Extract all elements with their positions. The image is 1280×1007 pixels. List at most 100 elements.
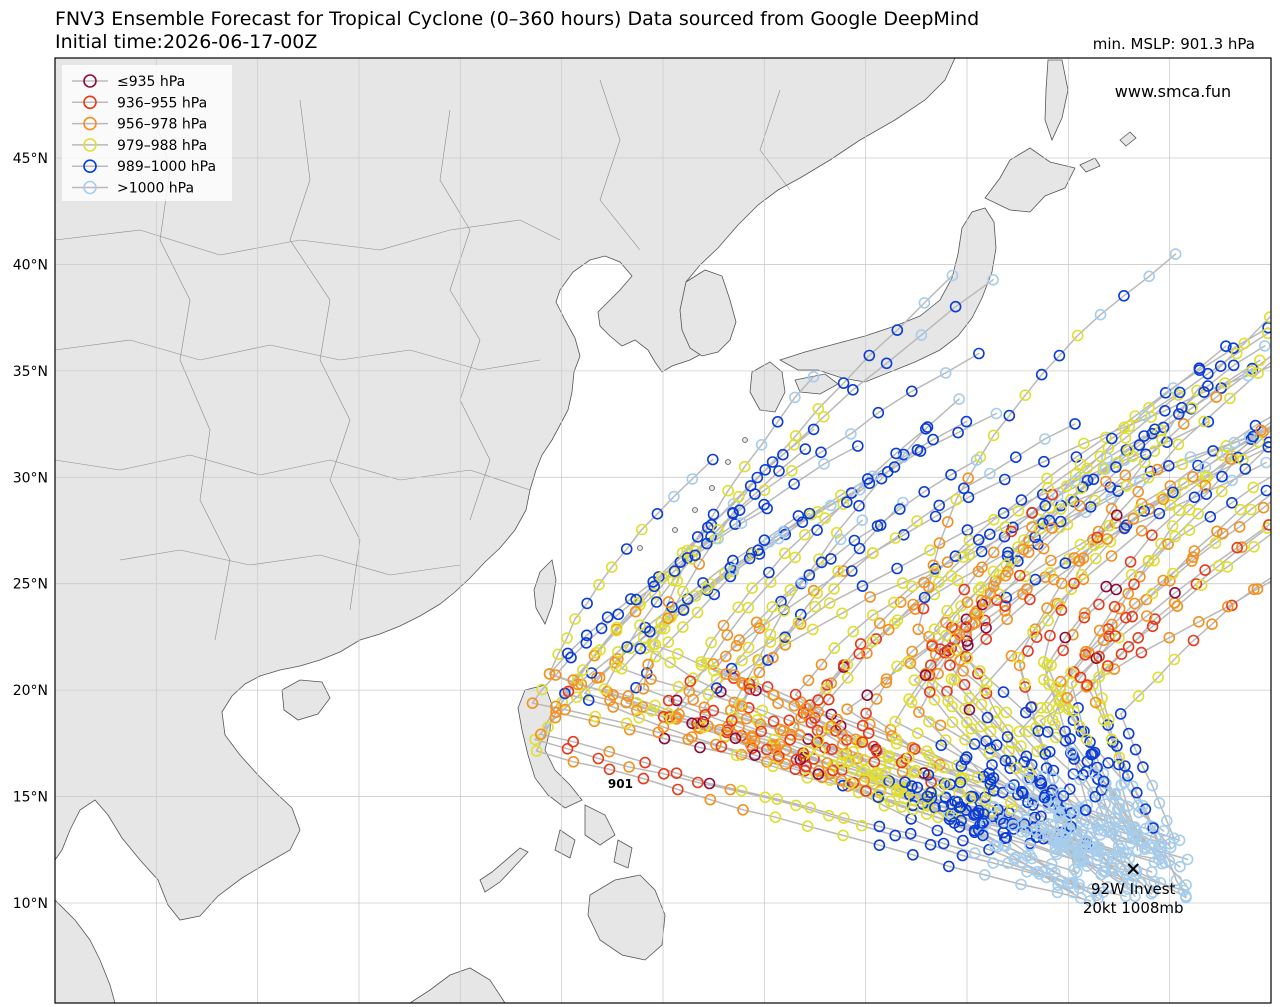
track-point-marker	[1100, 475, 1112, 488]
track-point-marker	[1132, 485, 1144, 498]
lat-tick-label: 35°N	[13, 364, 48, 380]
track-point-marker	[944, 659, 956, 672]
track-point-marker	[634, 642, 647, 655]
track-point-marker	[1046, 522, 1058, 535]
track-point-marker	[1138, 409, 1151, 422]
track-point-marker	[1097, 865, 1109, 878]
track-point-marker	[1156, 491, 1168, 504]
track-point-marker	[800, 702, 812, 714]
track-point-marker	[1029, 531, 1041, 544]
track-point-marker	[1047, 772, 1060, 785]
track-point-marker	[957, 665, 970, 677]
track-point-marker	[1200, 488, 1213, 501]
track-point-marker	[805, 716, 818, 729]
track-point-marker	[686, 717, 698, 730]
track-point-marker	[697, 577, 709, 589]
track-point-marker	[1174, 386, 1186, 399]
track-point-marker	[998, 473, 1011, 486]
ensemble-track	[1046, 420, 1271, 836]
track-point-marker	[903, 693, 915, 705]
track-point-marker	[1067, 714, 1080, 727]
track-point-marker	[905, 385, 918, 398]
track-point-marker	[767, 651, 779, 664]
track-point-marker	[1008, 779, 1020, 791]
track-point-marker	[987, 857, 1000, 869]
track-point-marker	[1073, 878, 1085, 891]
track-point-marker	[1051, 490, 1064, 503]
track-point-marker	[890, 447, 902, 460]
track-point-marker	[975, 545, 988, 558]
track-point-marker	[945, 570, 958, 582]
track-point-marker	[1060, 480, 1073, 493]
track-point-marker	[817, 410, 830, 423]
track-point-marker	[1092, 818, 1104, 831]
lat-tick-label: 20°N	[13, 683, 48, 699]
track-point-marker	[1084, 895, 1097, 907]
track-point-marker	[992, 840, 1004, 853]
track-point-marker	[629, 605, 642, 618]
track-point-marker	[1022, 796, 1034, 809]
track-point-marker	[798, 528, 811, 541]
track-point-marker	[1001, 550, 1014, 563]
track-point-marker	[980, 633, 993, 646]
track-point-marker	[921, 421, 934, 433]
track-point-marker	[1146, 587, 1159, 600]
track-point-marker	[536, 683, 548, 696]
minimum-pressure-label: 901	[608, 777, 633, 791]
track-point-marker	[1012, 555, 1024, 567]
track-point-marker	[677, 604, 690, 616]
track-point-marker	[743, 552, 756, 565]
track-point-marker	[676, 621, 689, 633]
track-point-marker	[1216, 470, 1228, 483]
lat-tick-label: 25°N	[13, 577, 48, 593]
track-point-marker	[752, 544, 764, 557]
ensemble-track	[621, 512, 1157, 839]
track-point-marker	[1074, 538, 1087, 551]
track-point-marker	[870, 693, 883, 705]
track-point-marker	[906, 799, 919, 812]
track-point-marker	[1015, 494, 1028, 506]
track-point-marker	[980, 621, 992, 634]
track-point-marker	[634, 619, 646, 632]
track-point-marker	[671, 647, 684, 660]
track-point-marker	[849, 733, 862, 746]
track-point-marker	[1074, 801, 1086, 814]
track-point-marker	[890, 733, 902, 745]
track-point-marker	[954, 654, 967, 667]
track-point-marker	[647, 638, 660, 651]
track-point-marker	[1052, 810, 1065, 822]
track-point-marker	[891, 324, 904, 336]
track-point-marker	[823, 809, 835, 822]
track-point-marker	[1045, 863, 1058, 876]
track-point-marker	[728, 669, 741, 681]
track-point-marker	[732, 490, 745, 503]
track-point-marker	[1173, 408, 1185, 420]
track-point-marker	[1163, 459, 1175, 472]
track-point-marker	[789, 551, 802, 564]
track-point-marker	[1168, 653, 1180, 666]
track-point-marker	[851, 440, 864, 452]
track-point-marker	[1113, 798, 1126, 811]
track-point-marker	[769, 743, 782, 756]
track-point-marker	[698, 721, 711, 733]
track-point-marker	[1111, 509, 1123, 522]
track-point-marker	[825, 553, 837, 565]
track-point-marker	[767, 760, 779, 773]
track-point-marker	[1206, 618, 1218, 631]
legend-marker	[83, 95, 97, 110]
track-point-marker	[788, 478, 800, 490]
track-point-marker	[1069, 475, 1082, 487]
track-point-marker	[703, 777, 716, 790]
track-point-marker	[932, 667, 944, 680]
track-point-marker	[580, 629, 593, 642]
track-point-marker	[844, 777, 857, 789]
track-point-marker	[1262, 321, 1271, 334]
legend-label: ≤935 hPa	[117, 74, 185, 90]
track-point-marker	[1001, 613, 1014, 626]
track-point-marker	[549, 669, 562, 681]
track-point-marker	[1155, 537, 1167, 550]
track-point-marker	[701, 582, 713, 595]
kuril-islands	[1079, 131, 1137, 173]
ensemble-track	[703, 519, 1189, 861]
track-point-marker	[662, 596, 675, 608]
